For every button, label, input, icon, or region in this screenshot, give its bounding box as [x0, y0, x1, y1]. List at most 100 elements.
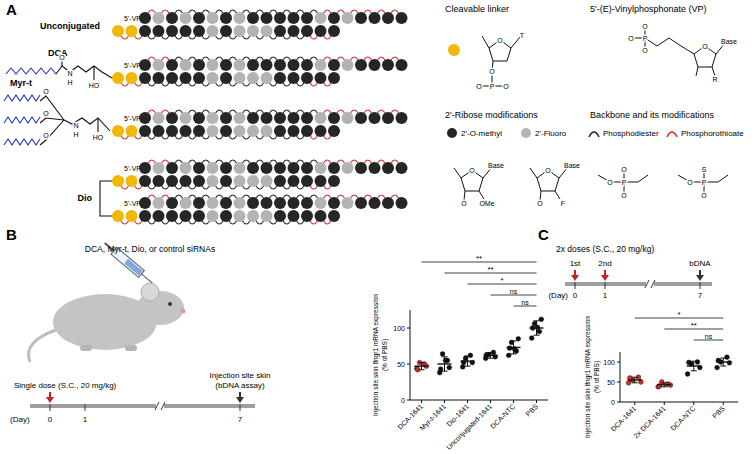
linkage — [189, 195, 197, 198]
nucleotide — [207, 125, 219, 137]
legend-title: 5'-(E)-Vinylphosphonate (VP) — [590, 4, 707, 14]
linkage — [216, 136, 224, 139]
nucleotide — [166, 25, 178, 37]
mean-line — [507, 347, 521, 348]
atom-label: HO — [93, 134, 104, 141]
linkage — [256, 110, 264, 113]
y-tick — [617, 382, 620, 383]
linkage — [216, 57, 224, 60]
nucleotide — [315, 125, 327, 137]
nucleotide — [261, 175, 273, 187]
linkage — [121, 136, 129, 139]
atom-label: F — [561, 200, 565, 207]
nucleotide — [207, 197, 219, 209]
linkage — [243, 186, 251, 189]
nucleotide — [274, 112, 286, 124]
nucleotide — [369, 12, 381, 24]
nucleotide — [301, 25, 313, 37]
nucleotide — [153, 72, 165, 84]
nucleotide — [288, 25, 300, 37]
y-axis-label: (% of PBS) — [593, 361, 601, 393]
linkage — [297, 160, 305, 163]
linkage — [202, 186, 210, 189]
linkage — [216, 83, 224, 86]
error-cap — [442, 356, 448, 357]
vp-label: 5'-VP — [124, 62, 141, 69]
nucleotide — [139, 162, 151, 174]
error-cap — [488, 358, 494, 359]
linkage — [229, 186, 237, 189]
nucleotide — [261, 125, 273, 137]
linkage — [270, 221, 278, 224]
linkage — [283, 57, 291, 60]
y-axis-label: Injection site skin Ifngr1 mRNA expressi… — [372, 294, 380, 416]
mean-line — [461, 360, 475, 361]
linkage — [216, 221, 224, 224]
data-point — [507, 346, 512, 351]
nucleotide — [193, 175, 205, 187]
linkage — [270, 36, 278, 39]
error-cap — [534, 320, 540, 321]
y-tick-label: 0 — [611, 399, 615, 406]
illustration-text: DCA, Myr-t, Dio, or control siRNAs — [85, 244, 215, 254]
x-tick — [536, 400, 537, 403]
x-tick — [693, 402, 694, 405]
data-point — [727, 360, 732, 365]
linkage — [216, 195, 224, 198]
linkage — [202, 36, 210, 39]
error-cap — [419, 362, 425, 363]
event-arrow-head — [601, 275, 609, 281]
y-tick-label: 100 — [393, 325, 405, 332]
x-tick — [467, 400, 468, 403]
linkage — [229, 10, 237, 13]
timeline: 2x doses (S.C., 20 mg/kg)(Day)0171st2ndb… — [548, 244, 712, 300]
linkage — [162, 110, 170, 113]
mouse-foot — [125, 345, 137, 351]
day-tick — [50, 404, 51, 411]
linkage — [216, 10, 224, 13]
vp-label: 5'-VP — [124, 115, 141, 122]
nucleotide — [396, 162, 408, 174]
data-point — [443, 358, 448, 363]
timeline-title: 2x doses (S.C., 20 mg/kg) — [556, 244, 654, 254]
linkage — [364, 10, 372, 13]
chart: 050100Injection site skin Ifngr1 mRNA ex… — [372, 254, 548, 452]
nucleotide — [261, 25, 273, 37]
nucleotide — [220, 12, 232, 24]
mean-line — [716, 361, 730, 362]
nucleotide — [247, 125, 259, 137]
legend-title: 2'-Ribose modifications — [445, 110, 538, 120]
nucleotide — [207, 210, 219, 222]
nucleotide — [355, 112, 367, 124]
linkage — [202, 160, 210, 163]
nucleotide — [328, 59, 340, 71]
nucleotide — [220, 59, 232, 71]
nucleotide — [301, 72, 313, 84]
nucleotide — [315, 25, 327, 37]
mouse-foot — [80, 345, 92, 351]
nucleotide — [261, 12, 273, 24]
linkage — [364, 160, 372, 163]
atom-label: O — [503, 83, 509, 90]
linkage — [229, 136, 237, 139]
linkage — [243, 136, 251, 139]
bond — [638, 175, 648, 182]
linkage — [283, 83, 291, 86]
nucleotide — [396, 197, 408, 209]
linkage — [229, 195, 237, 198]
significance-label: ns — [510, 288, 518, 295]
atom-label: O — [621, 192, 627, 199]
y-axis-label: (% of PBS) — [381, 339, 389, 371]
day-value: 1 — [83, 415, 88, 424]
error-cap — [632, 382, 638, 383]
linkage — [283, 221, 291, 224]
linkage — [324, 36, 332, 39]
y-axis — [620, 352, 621, 402]
timeline-break — [651, 280, 655, 288]
cleavable-linker — [112, 25, 124, 37]
mouse-nose — [181, 309, 186, 314]
atom-label: O — [476, 83, 482, 90]
linkage — [162, 221, 170, 224]
linkage — [256, 83, 264, 86]
atom-label: Base — [488, 162, 504, 169]
